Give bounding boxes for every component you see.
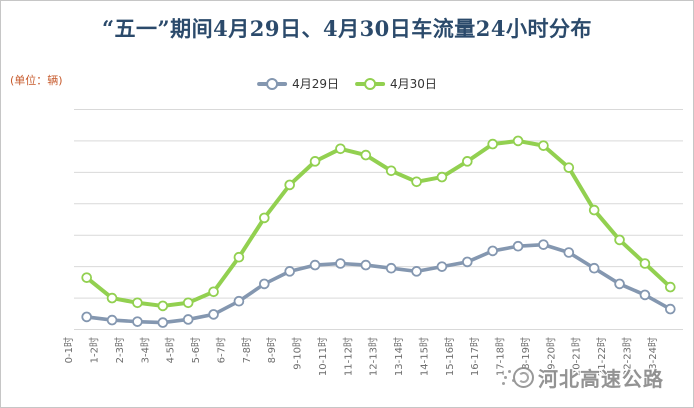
data-point-marker-apr29 (639, 289, 651, 301)
x-axis-label: 19-20时 (545, 337, 557, 376)
x-axis-label: 5-6时 (190, 337, 202, 363)
data-point-marker-apr29 (588, 262, 600, 274)
data-point-marker-apr29 (106, 314, 118, 326)
x-axis-label: 17-18时 (495, 337, 507, 376)
data-point-marker-apr29 (309, 259, 321, 271)
data-point-marker-apr29 (208, 309, 219, 320)
data-point-marker-apr30 (639, 258, 651, 269)
data-point-marker-apr30 (335, 143, 346, 155)
x-axis-label: 21-22时 (596, 337, 608, 376)
data-point-marker-apr29 (182, 314, 194, 325)
x-axis-label: 12-13时 (368, 337, 380, 376)
x-axis-label: 11-12时 (342, 337, 354, 376)
x-axis-label: 8-9时 (266, 337, 278, 363)
data-point-marker-apr29 (563, 247, 575, 258)
legend-circle-marker-apr30-icon (364, 77, 376, 90)
data-point-marker-apr29 (284, 266, 295, 277)
legend-line-marker-apr30-icon (355, 77, 385, 90)
data-point-marker-apr30 (487, 138, 498, 150)
data-point-marker-apr29 (665, 303, 676, 315)
data-point-marker-apr29 (614, 278, 625, 290)
legend-label-apr29: 4月29日 (292, 77, 339, 91)
data-point-marker-apr30 (132, 297, 143, 309)
data-point-marker-apr30 (385, 165, 397, 177)
x-axis-label: 13-14时 (393, 337, 405, 376)
data-point-marker-apr30 (106, 292, 118, 304)
legend-item-apr29: 4月29日 (257, 75, 339, 92)
x-axis-label: 3-4时 (139, 337, 151, 363)
watermark-logo-icon (513, 367, 534, 388)
series-line-apr29 (84, 242, 673, 325)
data-point-marker-apr30 (309, 156, 321, 167)
x-axis-label: 1-2时 (89, 337, 101, 363)
series-line-apr30 (84, 138, 673, 308)
x-axis-label: 20-21时 (571, 337, 583, 376)
data-point-marker-apr29 (462, 256, 473, 268)
x-axis-label: 16-17时 (469, 337, 481, 376)
data-point-marker-apr29 (233, 295, 245, 307)
data-point-marker-apr30 (360, 149, 372, 161)
data-point-marker-apr30 (157, 300, 169, 312)
x-axis-label: 2-3时 (114, 337, 126, 363)
x-axis-label: 6-7时 (215, 337, 227, 363)
data-point-marker-apr29 (411, 266, 422, 277)
x-axis-label: 4-5时 (165, 337, 177, 363)
data-point-marker-apr30 (411, 176, 422, 188)
data-point-marker-apr29 (360, 259, 372, 271)
data-point-marker-apr30 (436, 171, 448, 183)
x-axis-label: 22-23时 (621, 337, 633, 376)
data-point-marker-apr30 (81, 272, 92, 283)
chart-title: “五一”期间4月29日、4月30日车流量24小时分布 (101, 16, 593, 41)
watermark-text: 河北高速公路 (538, 367, 664, 391)
data-point-marker-apr29 (487, 245, 498, 257)
data-point-marker-apr29 (512, 240, 524, 252)
watermark: 河北高速公路 (504, 363, 664, 392)
watermark-dots-icon (504, 376, 507, 379)
data-point-marker-apr29 (132, 316, 143, 327)
unit-label: (单位：辆) (10, 74, 63, 87)
data-point-marker-apr29 (157, 317, 169, 328)
legend-item-apr30: 4月30日 (355, 75, 437, 92)
data-point-marker-apr29 (385, 262, 397, 274)
data-point-marker-apr30 (208, 286, 219, 298)
data-point-marker-apr29 (335, 258, 346, 269)
data-point-marker-apr29 (436, 261, 448, 272)
data-point-marker-apr30 (182, 297, 194, 309)
legend-line-marker-apr29-icon (257, 77, 288, 90)
x-axis-label: 7-8时 (241, 337, 253, 363)
data-point-marker-apr30 (259, 212, 270, 224)
legend: 4月29日 4月30日 (257, 75, 437, 92)
data-point-marker-apr29 (259, 278, 270, 290)
x-axis-label: 9-10时 (292, 337, 304, 370)
data-point-marker-apr30 (512, 135, 524, 147)
data-point-marker-apr30 (233, 251, 245, 263)
x-axis-label: 0-1时 (63, 337, 75, 363)
legend-label-apr30: 4月30日 (390, 77, 437, 91)
data-point-marker-apr30 (614, 234, 625, 246)
x-axis-label: 14-15时 (418, 337, 430, 376)
data-point-marker-apr30 (563, 162, 575, 173)
data-point-marker-apr30 (462, 156, 473, 167)
data-point-marker-apr29 (538, 239, 549, 250)
x-axis-label: 23-24时 (647, 337, 659, 376)
x-axis-label: 18-19时 (520, 337, 532, 376)
x-axis-label: 10-11时 (317, 337, 329, 376)
data-point-marker-apr30 (284, 179, 295, 191)
data-point-marker-apr29 (81, 311, 92, 323)
data-point-marker-apr30 (665, 281, 676, 293)
legend-circle-marker-apr29-icon (266, 77, 279, 90)
data-point-marker-apr30 (538, 140, 549, 151)
data-point-marker-apr30 (588, 204, 600, 216)
x-axis-label: 15-16时 (444, 337, 456, 376)
